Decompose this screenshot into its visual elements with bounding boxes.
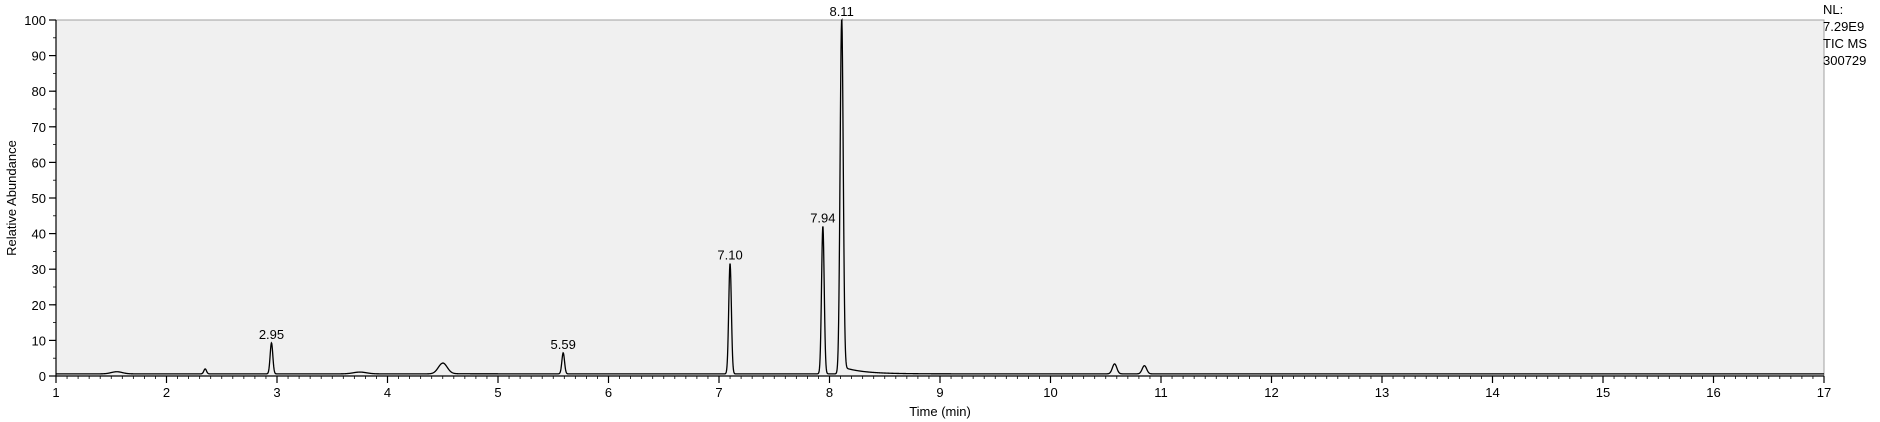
y-axis-title: Relative Abundance — [4, 140, 19, 256]
y-tick-label: 0 — [39, 369, 46, 384]
peak-label: 5.59 — [551, 337, 576, 352]
y-tick-label: 80 — [32, 84, 46, 99]
peak-label: 7.10 — [717, 248, 742, 263]
x-tick-label: 6 — [605, 385, 612, 400]
y-tick-label: 10 — [32, 333, 46, 348]
peak-label: 2.95 — [259, 327, 284, 342]
x-tick-label: 1 — [52, 385, 59, 400]
x-tick-label: 3 — [273, 385, 280, 400]
x-tick-label: 5 — [494, 385, 501, 400]
nl-label: NL: — [1823, 2, 1844, 17]
peak-label: 7.94 — [810, 210, 835, 225]
y-tick-label: 30 — [32, 262, 46, 277]
x-tick-label: 10 — [1043, 385, 1057, 400]
y-tick-label: 100 — [24, 13, 46, 28]
y-tick-label: 60 — [32, 155, 46, 170]
plot-area — [55, 19, 1825, 377]
x-tick-label: 16 — [1706, 385, 1720, 400]
normalization-info: NL: 7.29E9 TIC MS 300729 — [1823, 1, 1879, 69]
x-tick-label: 15 — [1596, 385, 1610, 400]
x-tick-label: 17 — [1817, 385, 1831, 400]
x-tick-label: 9 — [936, 385, 943, 400]
x-tick-label: 12 — [1264, 385, 1278, 400]
peak-label: 8.11 — [829, 4, 853, 19]
x-axis-title: Time (min) — [909, 404, 971, 419]
x-tick-label: 4 — [384, 385, 391, 400]
x-tick-label: 14 — [1485, 385, 1499, 400]
x-tick-label: 2 — [163, 385, 170, 400]
sample-id: 300729 — [1823, 53, 1867, 68]
y-tick-label: 70 — [32, 120, 46, 135]
y-tick-label: 50 — [32, 191, 46, 206]
scan-type: TIC MS — [1823, 36, 1868, 51]
y-tick-label: 40 — [32, 227, 46, 242]
tic-trace-line — [56, 18, 1824, 375]
x-tick-label: 11 — [1154, 385, 1168, 400]
x-tick-label: 7 — [715, 385, 722, 400]
nl-value: 7.29E9 — [1823, 19, 1865, 34]
x-tick-label: 13 — [1375, 385, 1389, 400]
x-tick-label: 8 — [826, 385, 833, 400]
y-tick-label: 20 — [32, 298, 46, 313]
y-tick-label: 90 — [32, 49, 46, 64]
